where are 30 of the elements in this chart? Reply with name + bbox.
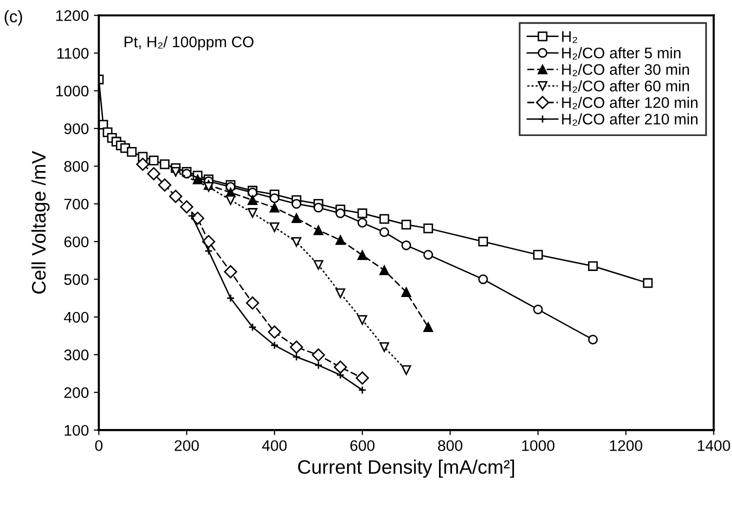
legend-label: H₂/CO after 5 min xyxy=(562,47,680,60)
x-tick-label: 1200 xyxy=(610,440,642,452)
legend-label: H₂/CO after 120 min xyxy=(562,96,698,110)
text: (c) xyxy=(4,10,22,26)
y-axis-title: Cell Voltage /mV xyxy=(31,150,50,294)
x-axis-title: Current Density [mA/cm²] xyxy=(298,460,514,478)
x-tick-label: 0 xyxy=(95,440,102,452)
y-tick-label: 200 xyxy=(64,387,89,398)
legend-label: H₂/CO after 210 min xyxy=(562,113,698,126)
y-tick-label: 900 xyxy=(64,123,89,134)
y-tick-label: 700 xyxy=(64,198,89,210)
annotation: Pt, H₂/ 100ppm CO xyxy=(124,36,254,50)
x-tick-label: 600 xyxy=(350,440,374,452)
x-tick-label: 1400 xyxy=(698,440,730,452)
y-tick-label: 100 xyxy=(64,424,89,436)
y-tick-label: 1000 xyxy=(56,86,89,96)
y-tick-label: 500 xyxy=(64,274,89,285)
y-tick-label: 1100 xyxy=(57,48,89,59)
y-tick-label: 1200 xyxy=(56,10,89,22)
y-tick-label: 400 xyxy=(64,312,89,323)
x-tick-label: 800 xyxy=(438,440,462,452)
y-tick-label: 300 xyxy=(64,350,89,360)
y-tick-label: 600 xyxy=(64,236,89,248)
legend-label: H₂ xyxy=(562,31,578,44)
y-tick-label: 800 xyxy=(64,161,89,172)
x-tick-label: 400 xyxy=(262,440,287,452)
legend-label: H₂/CO after 60 min xyxy=(562,80,689,93)
x-tick-label: 200 xyxy=(174,440,199,452)
x-tick-label: 1000 xyxy=(522,440,554,452)
legend-label: H₂/CO after 30 min xyxy=(562,64,689,76)
